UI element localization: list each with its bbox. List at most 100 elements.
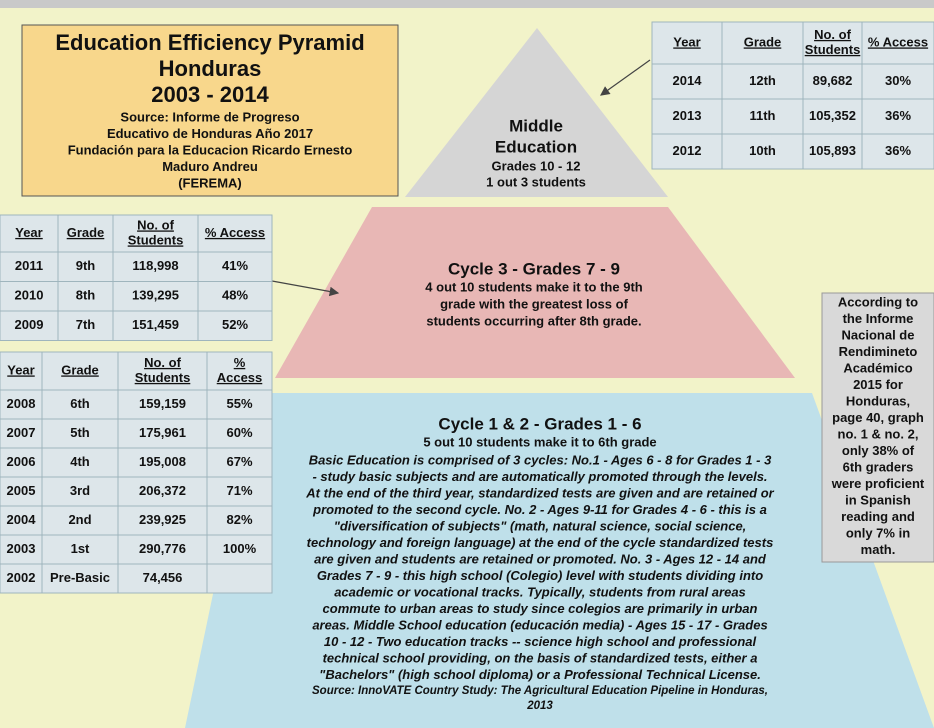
header-label: Year <box>15 225 42 240</box>
table-cell <box>206 563 273 594</box>
source-line: Educativo de Honduras Año 2017 <box>107 126 313 141</box>
cell-text: 36% <box>885 143 911 158</box>
header-label: Year <box>7 362 34 377</box>
arrow <box>271 280 340 297</box>
note-line: Nacional de <box>842 327 915 342</box>
pyramid-top <box>405 28 668 197</box>
cell-text: 2013 <box>673 108 702 123</box>
header-label: Grade <box>67 225 105 240</box>
section-heading: Middle <box>509 116 563 135</box>
table-cell <box>117 505 208 536</box>
table-cell <box>117 534 208 565</box>
header-cell <box>802 21 863 65</box>
cell-text: 100% <box>223 541 257 556</box>
pyramid-middle <box>275 207 795 378</box>
table-cell <box>861 63 934 100</box>
cell-text: 48% <box>222 288 248 303</box>
note-line: 6th graders <box>843 459 914 474</box>
section-heading: Cycle 3 - Grades 7 - 9 <box>448 259 620 278</box>
header-label: Access <box>217 370 263 385</box>
table-cell <box>802 98 863 135</box>
table-cell <box>0 505 43 536</box>
note-line: no. 1 & no. 2, <box>838 426 919 441</box>
cell-text: 36% <box>885 108 911 123</box>
header-label: Grade <box>744 34 782 49</box>
source-line: Source: InnoVATE Country Study: The Agri… <box>312 685 768 697</box>
header-label: Year <box>673 34 700 49</box>
table-cell <box>721 63 804 100</box>
cell-text: 82% <box>226 512 252 527</box>
table-cell <box>651 63 723 100</box>
table-cell <box>0 251 59 282</box>
cell-text: 105,352 <box>809 108 856 123</box>
cell-text: 89,682 <box>813 73 853 88</box>
header-label: Students <box>135 370 191 385</box>
note-line: Académico <box>843 360 912 375</box>
cell-text: 118,998 <box>132 258 178 273</box>
cell-text: 6th <box>70 396 90 411</box>
header-label: Students <box>128 232 184 247</box>
table-cell <box>0 389 43 420</box>
section-heading: Cycle 1 & 2 - Grades 1 - 6 <box>438 414 641 433</box>
cell-text: 55% <box>226 396 252 411</box>
note-line: only 7% in <box>846 525 910 540</box>
cell-text: 159,159 <box>139 396 186 411</box>
table-cell <box>0 563 43 594</box>
header-label: % Access <box>868 34 928 49</box>
table-cell <box>802 63 863 100</box>
title-line: Education Efficiency Pyramid <box>55 30 364 55</box>
cell-text: Pre-Basic <box>50 570 110 585</box>
section-text: grade with the greatest loss of <box>440 296 628 311</box>
header-label: % <box>234 355 246 370</box>
table-cell <box>57 251 114 282</box>
section-text: 4 out 10 students make it to the 9th <box>425 279 642 294</box>
cell-text: 2007 <box>7 425 36 440</box>
cell-text: 2014 <box>673 73 703 88</box>
body-line: academic or vocational tracks. Typically… <box>334 584 746 599</box>
body-line: technology and foreign language) at the … <box>307 535 774 550</box>
source-line: 2013 <box>526 700 553 712</box>
section-text: students occurring after 8th grade. <box>426 313 641 328</box>
title-line: Honduras <box>159 56 262 81</box>
cell-text: 67% <box>226 454 252 469</box>
table-cell <box>861 98 934 135</box>
cell-text: 2nd <box>68 512 91 527</box>
cell-text: 2010 <box>15 288 44 303</box>
note-line: According to <box>838 294 918 309</box>
table-cell <box>41 563 119 594</box>
arrow <box>600 59 651 96</box>
cell-text: 2012 <box>673 143 702 158</box>
table-cell <box>57 310 114 341</box>
body-line: commute to urban areas to study since co… <box>323 601 758 616</box>
body-line: 10 - 12 - Two education tracks -- scienc… <box>324 634 757 649</box>
table-cell <box>206 505 273 536</box>
cell-text: 12th <box>749 73 776 88</box>
cell-text: 8th <box>76 288 96 303</box>
header-cell <box>197 214 273 253</box>
cell-text: 11th <box>749 108 775 123</box>
cell-text: 290,776 <box>139 541 186 556</box>
title-line: 2003 - 2014 <box>151 82 269 107</box>
table-cell <box>206 476 273 507</box>
note-line: 2015 for <box>853 377 903 392</box>
cell-text: 1st <box>71 541 90 556</box>
table-cell <box>112 310 199 341</box>
body-line: technical school providing, on the basis… <box>323 650 758 665</box>
header-cell <box>41 351 119 391</box>
table-cell <box>117 389 208 420</box>
pyramid-base <box>185 393 934 728</box>
body-line: are given and students are retained or p… <box>314 551 767 566</box>
cell-text: 2006 <box>7 454 36 469</box>
table-cell <box>197 310 273 341</box>
table-cell <box>197 251 273 282</box>
body-line: Grades 7 - 9 - this high school (Colegio… <box>317 568 763 583</box>
body-line: At the end of the third year, standardiz… <box>305 485 774 500</box>
title-box <box>21 24 399 197</box>
cell-text: 2004 <box>7 512 37 527</box>
header-label: % Access <box>205 225 265 240</box>
header-label: No. of <box>137 217 174 232</box>
header-cell <box>651 21 723 65</box>
table-cell <box>861 133 934 170</box>
top-strip <box>0 0 934 8</box>
